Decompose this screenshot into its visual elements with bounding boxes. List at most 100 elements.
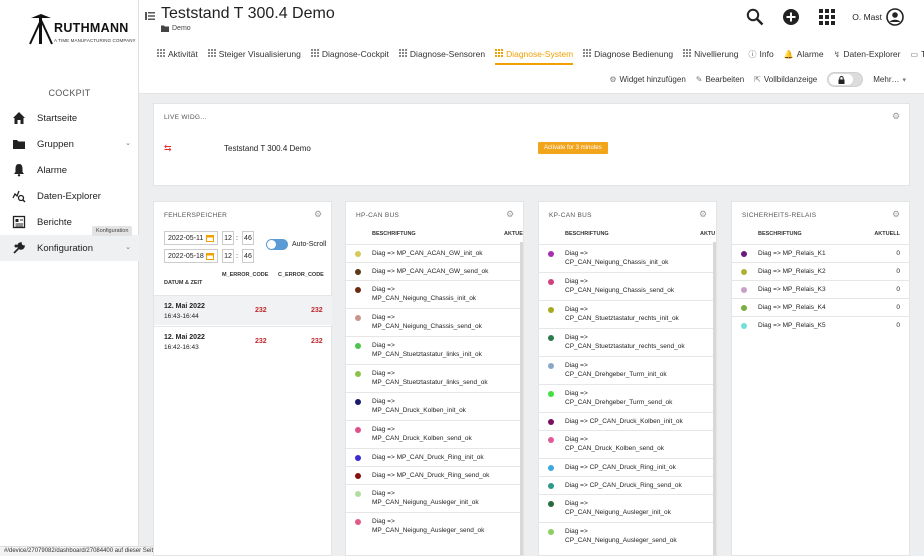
tab-daten-explorer[interactable]: ↯ Daten-Explorer bbox=[834, 46, 901, 62]
tab-diagnose-sensoren[interactable]: Diagnose-Sensoren bbox=[398, 46, 485, 62]
time-separator: : bbox=[236, 252, 238, 260]
widget-title: FEHLERSPEICHER bbox=[164, 212, 228, 219]
menu-toggle-icon[interactable] bbox=[145, 11, 155, 21]
signal-label: Diag => CP_CAN_Druck_Kolben_init_ok bbox=[565, 418, 683, 425]
auto-scroll-label: Auto-Scroll bbox=[292, 241, 327, 248]
widget-title: SICHERHEITS-RELAIS bbox=[742, 212, 817, 219]
tab-aktivit-t[interactable]: Aktivität bbox=[157, 46, 198, 62]
plus-circle-icon bbox=[783, 9, 800, 25]
list-item[interactable]: Diag => MP_CAN_Stuetztastatur_links_init… bbox=[346, 336, 523, 364]
sidebar-item-startseite[interactable]: Startseite bbox=[0, 105, 139, 131]
tab-diagnose-system[interactable]: Diagnose-System bbox=[495, 46, 574, 65]
list-item[interactable]: Diag => CP_CAN_Stuetztastatur_rechts_sen… bbox=[539, 328, 716, 356]
folder-icon bbox=[11, 136, 27, 152]
fullscreen-button[interactable]: ⇱ Vollbildanzeige bbox=[754, 75, 817, 84]
series-color-dot bbox=[548, 363, 554, 369]
user-menu[interactable]: O. Mast bbox=[852, 8, 904, 26]
tab-steiger-visualisierung[interactable]: Steiger Visualisierung bbox=[207, 46, 301, 62]
signal-label: Diag => CP_CAN_Neigung_Chassis_send_ok bbox=[565, 278, 675, 294]
list-item[interactable]: Diag => MP_Relais_K1 0 bbox=[732, 244, 909, 262]
list-item[interactable]: Diag => MP_CAN_Stuetztastatur_links_send… bbox=[346, 364, 523, 392]
list-item[interactable]: Diag => MP_CAN_Neigung_Ausleger_init_ok bbox=[346, 484, 523, 512]
sidebar-item-daten-explorer[interactable]: Daten-Explorer bbox=[0, 183, 139, 209]
ruthmann-logo[interactable]: RUTHMANN A TIME MANUFACTURING COMPANY bbox=[26, 14, 136, 50]
list-item[interactable]: Diag => MP_Relais_K3 0 bbox=[732, 280, 909, 298]
list-item[interactable]: Diag => MP_CAN_Druck_Ring_init_ok bbox=[346, 448, 523, 466]
list-item[interactable]: Diag => MP_CAN_Druck_Kolben_init_ok bbox=[346, 392, 523, 420]
auto-scroll-toggle[interactable]: Auto-Scroll bbox=[266, 239, 326, 250]
list-item[interactable]: Diag => MP_CAN_Neigung_Chassis_send_ok bbox=[346, 308, 523, 336]
tab-alarme[interactable]: 🔔 Alarme bbox=[784, 46, 824, 62]
list-item[interactable]: Diag => MP_CAN_Neigung_Ausleger_send_ok bbox=[346, 512, 523, 540]
gear-icon[interactable]: ⚙ bbox=[699, 209, 708, 219]
series-color-dot bbox=[548, 307, 554, 313]
lock-toggle[interactable] bbox=[827, 72, 864, 87]
list-item[interactable]: Diag => CP_CAN_Druck_Ring_send_ok bbox=[539, 476, 716, 494]
time-from-minute-input[interactable]: 46 bbox=[241, 231, 254, 245]
tab-label: Daten-Explorer bbox=[843, 49, 901, 59]
live-device-name: Teststand T 300.4 Demo bbox=[224, 143, 311, 153]
list-item[interactable]: Diag => MP_CAN_Neigung_Chassis_init_ok bbox=[346, 280, 523, 308]
signal-label: Diag => CP_CAN_Drehgeber_Turm_send_ok bbox=[565, 390, 673, 406]
list-item[interactable]: Diag => MP_CAN_ACAN_GW_send_ok bbox=[346, 262, 523, 280]
gear-icon[interactable]: ⚙ bbox=[506, 209, 515, 219]
list-item[interactable]: Diag => MP_CAN_Druck_Ring_send_ok bbox=[346, 466, 523, 484]
row-date: 12. Mai 2022 bbox=[164, 334, 205, 341]
breadcrumb[interactable]: Demo bbox=[161, 25, 191, 32]
sidebar-item-alarme[interactable]: Alarme bbox=[0, 157, 139, 183]
list-item[interactable]: Diag => MP_Relais_K4 0 bbox=[732, 298, 909, 316]
time-from-hour-input[interactable]: 12 bbox=[222, 231, 234, 245]
brand-name: RUTHMANN bbox=[54, 21, 129, 35]
tab-info[interactable]: ⓘ Info bbox=[749, 46, 774, 62]
list-item[interactable]: Diag => CP_CAN_Neigung_Chassis_send_ok bbox=[539, 272, 716, 300]
series-color-dot bbox=[548, 437, 554, 443]
table-row[interactable]: 12. Mai 2022 16:43-16:44 232 232 bbox=[154, 295, 332, 325]
time-to-hour-input[interactable]: 12 bbox=[222, 249, 234, 263]
time-to-minute-input[interactable]: 46 bbox=[241, 249, 254, 263]
sicherheits-relais-widget: SICHERHEITS-RELAIS ⚙ BESCHRIFTUNG AKTUEL… bbox=[731, 201, 910, 556]
search-button[interactable] bbox=[744, 6, 766, 28]
app-switcher-button[interactable] bbox=[816, 6, 838, 28]
wrench-icon bbox=[11, 240, 27, 256]
edit-button[interactable]: ✎ Bearbeiten bbox=[696, 75, 744, 84]
date-to-input[interactable]: 2022-05-18 bbox=[164, 249, 218, 263]
chevron-down-icon[interactable]: ⌄ bbox=[125, 140, 131, 147]
list-item[interactable]: Diag => CP_CAN_Neigung_Ausleger_init_ok bbox=[539, 494, 716, 522]
date-from-input[interactable]: 2022-05-11 bbox=[164, 231, 218, 245]
sidebar-item-gruppen[interactable]: Gruppen ⌄ bbox=[0, 131, 139, 157]
sidebar-item-berichte[interactable]: Berichte bbox=[0, 209, 139, 235]
tab-nivellierung[interactable]: Nivellierung bbox=[683, 46, 739, 62]
tab-tra[interactable]: ▭Tra bbox=[910, 46, 924, 62]
add-widget-button[interactable]: ⚙ Widget hinzufügen bbox=[609, 75, 685, 84]
list-item[interactable]: Diag => MP_Relais_K2 0 bbox=[732, 262, 909, 280]
tab-diagnose-bedienung[interactable]: Diagnose Bedienung bbox=[583, 46, 673, 62]
gear-icon[interactable]: ⚙ bbox=[314, 209, 323, 219]
more-menu[interactable]: Mehr… ▾ bbox=[873, 75, 906, 84]
list-item[interactable]: Diag => MP_CAN_ACAN_GW_init_ok bbox=[346, 244, 523, 262]
list-item[interactable]: Diag => CP_CAN_Neigung_Chassis_init_ok bbox=[539, 244, 716, 272]
list-item[interactable]: Diag => CP_CAN_Drehgeber_Turm_init_ok bbox=[539, 356, 716, 384]
monitor-icon: ▭ bbox=[910, 49, 919, 59]
list-item[interactable]: Diag => MP_Relais_K5 0 bbox=[732, 316, 909, 334]
gear-icon[interactable]: ⚙ bbox=[892, 111, 901, 121]
list-item[interactable]: Diag => CP_CAN_Stuetztastatur_rechts_ini… bbox=[539, 300, 716, 328]
signal-list: Diag => MP_Relais_K1 0 Diag => MP_Relais_K… bbox=[732, 244, 909, 334]
add-button[interactable] bbox=[780, 6, 802, 28]
gear-icon[interactable]: ⚙ bbox=[892, 209, 901, 219]
series-color-dot bbox=[355, 473, 361, 479]
scrollbar[interactable] bbox=[713, 242, 716, 555]
search-icon bbox=[747, 8, 764, 26]
list-item[interactable]: Diag => CP_CAN_Neigung_Ausleger_send_ok bbox=[539, 522, 716, 550]
tab-diagnose-cockpit[interactable]: Diagnose-Cockpit bbox=[310, 46, 389, 62]
list-item[interactable]: Diag => CP_CAN_Drehgeber_Turm_send_ok bbox=[539, 384, 716, 412]
activate-button[interactable]: Activate for 3 minutes bbox=[538, 142, 608, 154]
list-item[interactable]: Diag => CP_CAN_Druck_Kolben_send_ok bbox=[539, 430, 716, 458]
scrollbar[interactable] bbox=[520, 242, 523, 555]
list-item[interactable]: Diag => CP_CAN_Druck_Kolben_init_ok bbox=[539, 412, 716, 430]
table-row[interactable]: 12. Mai 2022 16:42-16:43 232 232 bbox=[154, 326, 332, 356]
chevron-down-icon[interactable]: ⌄ bbox=[125, 244, 131, 251]
auto-scroll-switch[interactable] bbox=[266, 239, 288, 250]
list-item[interactable]: Diag => CP_CAN_Druck_Ring_init_ok bbox=[539, 458, 716, 476]
sidebar-item-konfiguration[interactable]: Konfiguration ⌄ bbox=[0, 235, 139, 261]
list-item[interactable]: Diag => MP_CAN_Druck_Kolben_send_ok bbox=[346, 420, 523, 448]
